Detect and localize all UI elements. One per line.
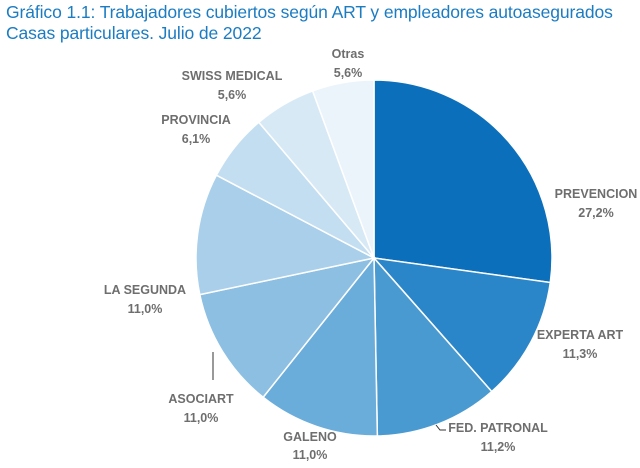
slice-label-asociart: ASOCIART [168,392,234,406]
slice-label-otras: Otras [332,47,365,61]
pie-slice-fed-patronal [373,255,493,437]
slice-value-prevencion: 27,2% [578,206,613,220]
slice-label-experta-art: EXPERTA ART [537,328,624,342]
slice-value-otras: 5,6% [334,66,363,80]
pie-slice-asociart [198,256,376,399]
chart-subtitle: Casas particulares. Julio de 2022 [6,23,262,43]
slice-label-prevencion: PREVENCION [555,187,638,201]
pie-slice-prevencion [373,79,553,284]
leader-line-fed-patronal [435,424,446,431]
slice-label-provincia: PROVINCIA [161,113,230,127]
pie-slice-galeno [262,255,379,437]
slice-label-fed-patronal: FED. PATRONAL [448,421,548,435]
slice-label-swiss-medical: SWISS MEDICAL [182,69,283,83]
slice-value-provincia: 6,1% [182,132,211,146]
chart-title-block: Gráfico 1.1: Trabajadores cubiertos segú… [6,2,613,44]
pie-slice-otras [311,79,375,259]
slice-value-asociart: 11,0% [184,411,219,425]
slice-value-la-segunda: 11,0% [128,302,163,316]
slice-value-swiss-medical: 5,6% [218,88,247,102]
pie-slice-experta-art [372,256,552,393]
chart-title: Gráfico 1.1: Trabajadores cubiertos segú… [6,2,613,22]
pie-slice-la-segunda [195,174,377,296]
slice-label-galeno: GALENO [283,430,337,444]
slice-value-fed-patronal: 11,2% [481,440,516,454]
slice-label-la-segunda: LA SEGUNDA [104,283,186,297]
slice-value-experta-art: 11,3% [563,347,598,361]
slice-value-galeno: 11,0% [293,448,328,462]
